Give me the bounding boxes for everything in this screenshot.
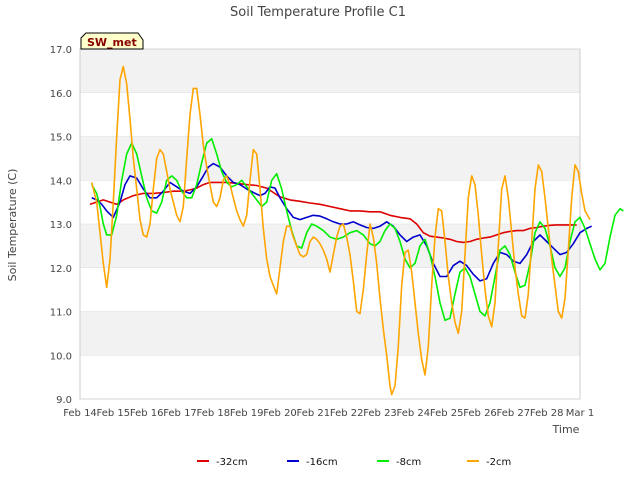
grid-band: [80, 136, 580, 181]
x-tick-label: Feb 17: [163, 408, 197, 419]
x-tick-label: Feb 15: [97, 408, 131, 419]
x-tick-label: Feb 22: [330, 408, 364, 419]
grid-bands: [80, 49, 580, 399]
series-line-32cm: [89, 181, 577, 244]
y-axis-label: Soil Temperature (C): [6, 169, 19, 282]
x-tick-label: Mar 1: [566, 408, 594, 419]
x-tick-label: Feb 14: [63, 408, 97, 419]
grid-band: [80, 180, 580, 224]
y-tick-label: 14.0: [50, 176, 72, 187]
y-tick-label: 13.0: [50, 220, 72, 231]
y-tick-label: 9.0: [56, 395, 72, 406]
series-line-2cm: [90, 65, 591, 396]
x-tick-label: Feb 18: [197, 408, 231, 419]
legend-label: -8cm: [396, 457, 421, 468]
chart-title: Soil Temperature Profile C1: [230, 5, 406, 20]
x-tick-label: Feb 28: [530, 408, 564, 419]
grid-band: [80, 267, 580, 312]
grid-band: [80, 311, 580, 356]
x-tick-label: Feb 26: [463, 408, 497, 419]
x-tick-label: Feb 27: [497, 408, 531, 419]
annotation-text: SW_met: [87, 36, 137, 49]
legend-label: -16cm: [306, 457, 338, 468]
x-tick-label: Feb 21: [297, 408, 331, 419]
y-tick-label: 17.0: [50, 45, 72, 56]
series-lines: [89, 65, 624, 396]
grid-band: [80, 92, 580, 137]
x-axis: Feb 14 Feb 15 Feb 16 Feb 17 Feb 18 Feb 19 Feb …: [63, 408, 594, 419]
legend: -32cm -16cm -8cm -2cm: [197, 457, 511, 468]
x-tick-label: Feb 24: [397, 408, 431, 419]
x-tick-label: Feb 23: [363, 408, 397, 419]
x-tick-label: Feb 20: [263, 408, 297, 419]
y-tick-label: 11.0: [50, 308, 72, 319]
series-line-8cm: [91, 137, 624, 322]
legend-label: -32cm: [216, 457, 248, 468]
x-tick-label: Feb 25: [430, 408, 464, 419]
grid-band: [80, 355, 580, 399]
series-line-16cm: [91, 162, 593, 282]
y-tick-label: 15.0: [50, 133, 72, 144]
y-tick-label: 12.0: [50, 264, 72, 275]
y-tick-label: 16.0: [50, 89, 72, 100]
x-tick-label: Feb 19: [230, 408, 264, 419]
x-axis-label: Time: [552, 423, 580, 436]
legend-label: -2cm: [486, 457, 511, 468]
y-tick-label: 10.0: [50, 351, 72, 362]
grid-band: [80, 49, 580, 93]
x-tick-label: Feb 16: [130, 408, 164, 419]
annotation-badge: SW_met: [80, 32, 144, 50]
